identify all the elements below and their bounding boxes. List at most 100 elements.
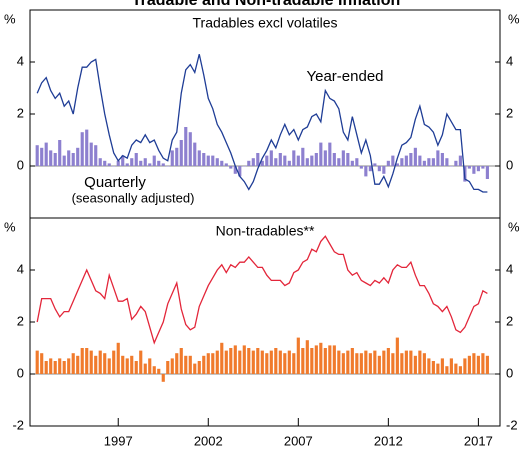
bar xyxy=(256,348,260,374)
bar xyxy=(341,353,345,374)
bar xyxy=(404,350,408,374)
bar xyxy=(436,363,440,374)
bar xyxy=(310,155,314,166)
bar xyxy=(346,153,350,166)
bar xyxy=(247,160,251,166)
bar xyxy=(431,361,435,374)
bar xyxy=(193,363,197,374)
y-tick-label-right: 4 xyxy=(506,261,513,276)
bar xyxy=(103,160,107,166)
bar xyxy=(202,355,206,374)
bar xyxy=(89,142,93,166)
bar xyxy=(139,160,143,166)
y-unit-left: % xyxy=(4,11,16,26)
bar xyxy=(247,348,251,374)
bar xyxy=(449,166,453,167)
bar xyxy=(242,166,246,167)
bar xyxy=(400,158,404,166)
bar xyxy=(377,166,381,172)
bar xyxy=(427,158,431,166)
bar xyxy=(431,158,435,166)
bar xyxy=(107,163,111,166)
bar xyxy=(355,353,359,374)
bar xyxy=(301,147,305,166)
bar xyxy=(35,350,39,374)
y-tick-label-right: 2 xyxy=(506,105,513,120)
bar xyxy=(440,358,444,374)
bar xyxy=(107,358,111,374)
bar xyxy=(161,374,165,382)
bar xyxy=(211,353,215,374)
bar xyxy=(350,160,354,166)
bar xyxy=(224,350,228,374)
bar xyxy=(188,355,192,374)
bar xyxy=(116,160,120,166)
bar xyxy=(220,342,224,374)
main-title: Tradable and Non-tradable Inflation xyxy=(132,0,400,9)
bar xyxy=(355,158,359,166)
bar xyxy=(238,166,242,177)
y-tick-label: 2 xyxy=(17,313,24,328)
bar xyxy=(40,353,44,374)
bar xyxy=(395,337,399,374)
bar xyxy=(260,160,264,166)
bar xyxy=(44,142,48,166)
bar xyxy=(161,163,165,166)
bar xyxy=(476,355,480,374)
y-tick-label: 4 xyxy=(17,53,24,68)
bar xyxy=(283,353,287,374)
bar xyxy=(341,150,345,166)
bar xyxy=(346,350,350,374)
y-tick-label: 4 xyxy=(17,261,24,276)
bar xyxy=(368,166,372,172)
panel-title: Tradables excl volatiles xyxy=(193,15,338,31)
bar xyxy=(94,145,98,166)
x-tick-label: 2017 xyxy=(464,433,493,448)
bar xyxy=(58,140,62,166)
bar xyxy=(157,368,161,374)
bar xyxy=(314,345,318,374)
bar xyxy=(382,166,386,174)
bar xyxy=(404,155,408,166)
bar xyxy=(242,345,246,374)
bar xyxy=(238,350,242,374)
bar xyxy=(472,166,476,174)
bar xyxy=(364,350,368,374)
bar xyxy=(148,163,152,166)
bar xyxy=(418,350,422,374)
bar xyxy=(283,155,287,166)
line xyxy=(36,235,488,345)
bar xyxy=(80,132,84,166)
annotation: (seasonally adjusted) xyxy=(72,190,195,205)
bar xyxy=(251,158,255,166)
bar xyxy=(386,160,390,166)
bar xyxy=(175,147,179,166)
bar xyxy=(386,348,390,374)
y-tick-label-right: 0 xyxy=(506,365,513,380)
bar xyxy=(53,361,57,374)
bar xyxy=(332,153,336,166)
bar xyxy=(98,350,102,374)
line xyxy=(36,54,488,193)
bar xyxy=(121,155,125,166)
bar xyxy=(179,348,183,374)
bar xyxy=(188,132,192,166)
bar xyxy=(413,355,417,374)
bar xyxy=(350,348,354,374)
bar xyxy=(319,142,323,166)
bar xyxy=(206,155,210,166)
bar xyxy=(211,155,215,166)
bar xyxy=(359,166,363,169)
bar xyxy=(287,350,291,374)
bar xyxy=(175,353,179,374)
bar xyxy=(395,163,399,166)
bar xyxy=(85,348,89,374)
bar xyxy=(67,358,71,374)
bar xyxy=(305,158,309,166)
bar xyxy=(112,166,116,167)
bar xyxy=(337,158,341,166)
bar xyxy=(148,358,152,374)
bar xyxy=(67,150,71,166)
bar xyxy=(152,366,156,374)
bar xyxy=(418,155,422,166)
